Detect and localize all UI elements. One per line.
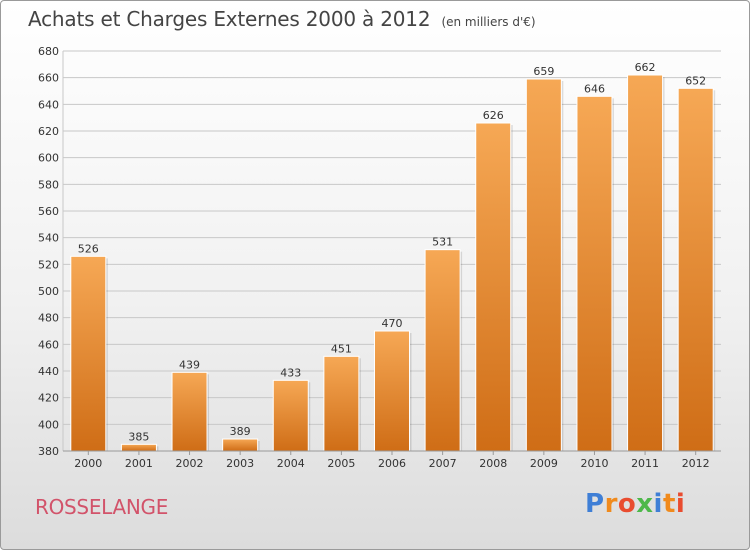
data-label: 439 [179,358,200,371]
x-tick-label: 2006 [378,457,406,470]
logo-letter: t [662,489,676,519]
data-label: 389 [230,425,251,438]
y-tick-label: 660 [38,72,59,85]
bar-2003 [222,438,259,452]
x-axis-ticks: 2000 2001 2002 2003 2004 2005 2006 2007 2008 2009… [63,450,721,470]
x-tick-label: 2012 [682,457,710,470]
proxiti-logo: Proxiti [585,489,685,519]
logo-letter: i [675,489,686,519]
data-label: 659 [533,65,554,78]
x-tick-label: 2007 [429,457,457,470]
logo-letter: x [636,489,654,519]
data-label: 662 [635,61,656,74]
y-tick-label: 680 [38,45,59,58]
y-tick-label: 440 [38,365,59,378]
x-tick-label: 2001 [125,457,153,470]
bar-2006 [374,330,410,452]
bar-2008 [475,122,512,452]
data-label: 652 [685,74,706,87]
x-tick-label: 2005 [327,457,355,470]
y-tick-label: 380 [38,445,59,458]
logo-letter: P [585,489,605,519]
chart-subtitle: (en milliers d'€) [441,15,536,29]
y-tick-label: 400 [38,418,59,431]
x-tick-label: 2010 [580,457,608,470]
x-tick-label: 2004 [277,457,305,470]
chart-title-block: Achats et Charges Externes 2000 à 2012 (… [28,7,536,31]
y-tick-label: 640 [38,98,59,111]
chart-title: Achats et Charges Externes 2000 à 2012 [28,7,431,31]
logo-letter: o [617,489,637,519]
x-tick-label: 2008 [479,457,507,470]
bar-2002 [171,371,208,452]
x-tick-label: 2011 [631,457,659,470]
x-tick-label: 2003 [226,457,254,470]
bar-2009 [525,78,562,452]
y-tick-label: 600 [38,152,59,165]
y-tick-label: 580 [38,178,59,191]
data-label: 626 [483,109,504,122]
y-tick-label: 480 [38,312,59,325]
data-label: 385 [128,430,149,443]
bars [70,74,716,452]
data-label: 646 [584,82,605,95]
place-name: ROSSELANGE [35,495,169,519]
bar-2001 [120,443,157,452]
x-tick-label: 2000 [74,457,102,470]
y-tick-label: 420 [38,392,59,405]
logo-letter: i [653,489,663,519]
y-tick-label: 500 [38,285,59,298]
data-label: 433 [280,366,301,379]
bar-2010 [576,95,613,452]
bar-2005 [323,355,360,452]
data-label: 470 [382,317,403,330]
y-tick-label: 560 [38,205,59,218]
x-tick-label: 2002 [176,457,204,470]
data-label: 526 [78,242,99,255]
bar-2007 [424,249,461,452]
y-tick-label: 540 [38,232,59,245]
data-labels: 526 385 439 389 433 451 470 531 626 659 646 662 652 [78,61,706,443]
data-label: 451 [331,342,352,355]
bar-2004 [272,379,309,452]
y-tick-label: 460 [38,338,59,351]
data-label: 531 [432,236,453,249]
bar-2012 [677,87,714,452]
y-tick-label: 520 [38,258,59,271]
y-axis-ticks: 380 400 420 440 460 480 500 520 540 560 580 600 620 6… [38,45,59,458]
bar-2011 [627,74,664,452]
logo-letter: r [604,489,618,519]
bar-2000 [70,255,107,452]
y-tick-label: 620 [38,125,59,138]
x-tick-label: 2009 [530,457,558,470]
